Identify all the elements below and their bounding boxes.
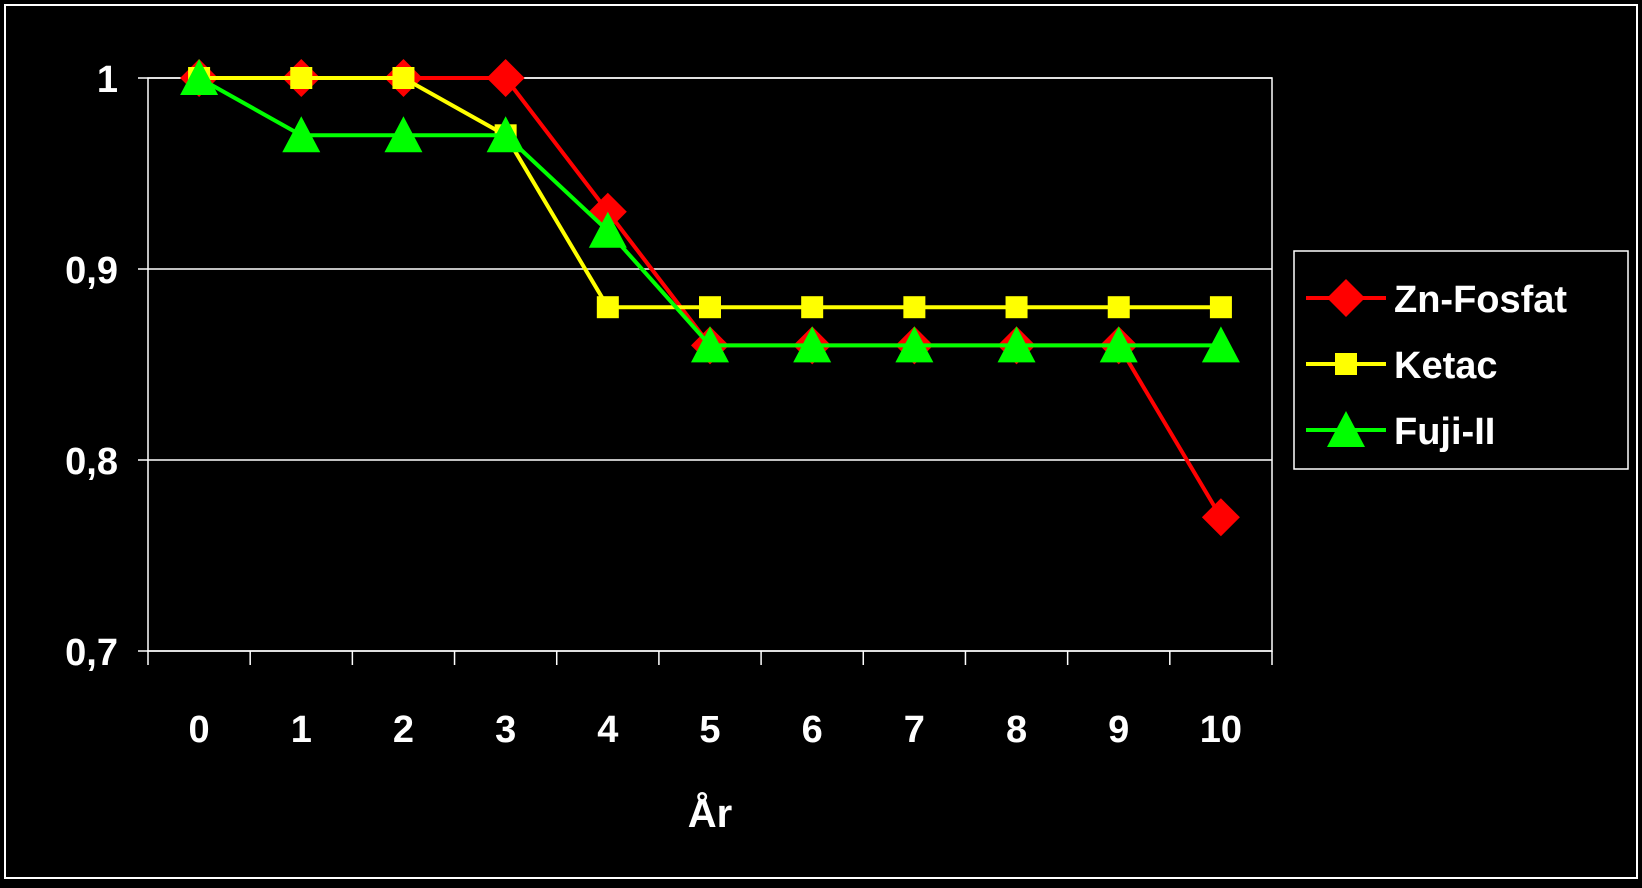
x-tick-label: 2 bbox=[393, 709, 414, 751]
data-point-fuji-ii bbox=[691, 326, 729, 363]
data-point-fuji-ii bbox=[1201, 326, 1240, 363]
x-tick-label: 8 bbox=[1006, 709, 1027, 751]
data-point-fuji-ii bbox=[486, 116, 525, 153]
legend: Zn-Fosfat Ketac Fuji-II bbox=[1293, 250, 1629, 470]
y-tick-label: 0,8 bbox=[65, 441, 118, 483]
data-point-ketac bbox=[1209, 296, 1232, 319]
data-point-fuji-ii bbox=[180, 59, 219, 95]
data-point-fuji-ii bbox=[282, 116, 321, 153]
x-tick-label: 7 bbox=[904, 709, 925, 751]
legend-marker-zn-fosfat bbox=[1327, 279, 1365, 317]
data-point-ketac bbox=[392, 67, 415, 89]
legend-marker-ketac bbox=[1335, 353, 1357, 375]
legend-label-zn-fosfat: Zn-Fosfat bbox=[1394, 279, 1567, 321]
series bbox=[180, 59, 1240, 537]
data-point-fuji-ii bbox=[1099, 326, 1138, 363]
legend-label-fuji-ii: Fuji-II bbox=[1394, 411, 1495, 453]
y-tick-label: 0,9 bbox=[65, 250, 118, 292]
data-point-ketac bbox=[1107, 296, 1130, 319]
x-axis-title: År bbox=[688, 791, 732, 836]
legend-marker-fuji-ii bbox=[1327, 411, 1365, 447]
x-tick-label: 1 bbox=[291, 709, 312, 751]
y-tick-label: 1 bbox=[97, 59, 118, 101]
data-point-ketac bbox=[801, 296, 824, 319]
data-point-fuji-ii bbox=[895, 326, 934, 363]
legend-label-ketac: Ketac bbox=[1394, 345, 1498, 387]
data-point-zn-fosfat bbox=[486, 59, 525, 97]
x-tick-label: 9 bbox=[1108, 709, 1129, 751]
x-tick-label: 6 bbox=[802, 709, 823, 751]
x-tick-label: 4 bbox=[597, 709, 618, 751]
data-point-ketac bbox=[1005, 296, 1028, 319]
y-tick-label: 0,7 bbox=[65, 632, 118, 674]
data-point-zn-fosfat bbox=[1201, 498, 1240, 537]
x-tick-label: 3 bbox=[495, 709, 516, 751]
data-point-fuji-ii bbox=[997, 326, 1036, 363]
x-tick-label: 0 bbox=[189, 709, 210, 751]
data-point-fuji-ii bbox=[384, 116, 423, 153]
x-tick-label: 5 bbox=[699, 709, 720, 751]
data-point-fuji-ii bbox=[588, 211, 627, 248]
data-point-ketac bbox=[290, 67, 313, 89]
data-point-ketac bbox=[699, 296, 721, 319]
data-point-fuji-ii bbox=[793, 326, 832, 363]
data-point-ketac bbox=[903, 296, 926, 319]
data-point-ketac bbox=[596, 296, 619, 319]
x-tick-label: 10 bbox=[1200, 709, 1242, 751]
